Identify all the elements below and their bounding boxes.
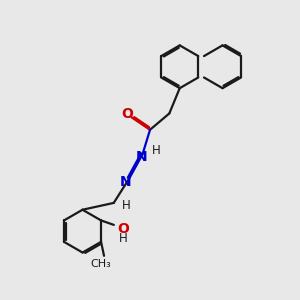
Text: H: H (152, 144, 160, 157)
Text: CH₃: CH₃ (91, 259, 111, 269)
Text: O: O (121, 107, 133, 121)
Text: N: N (135, 149, 147, 164)
Text: O: O (117, 222, 129, 236)
Text: N: N (120, 175, 131, 188)
Text: H: H (122, 199, 130, 212)
Text: H: H (118, 232, 127, 245)
